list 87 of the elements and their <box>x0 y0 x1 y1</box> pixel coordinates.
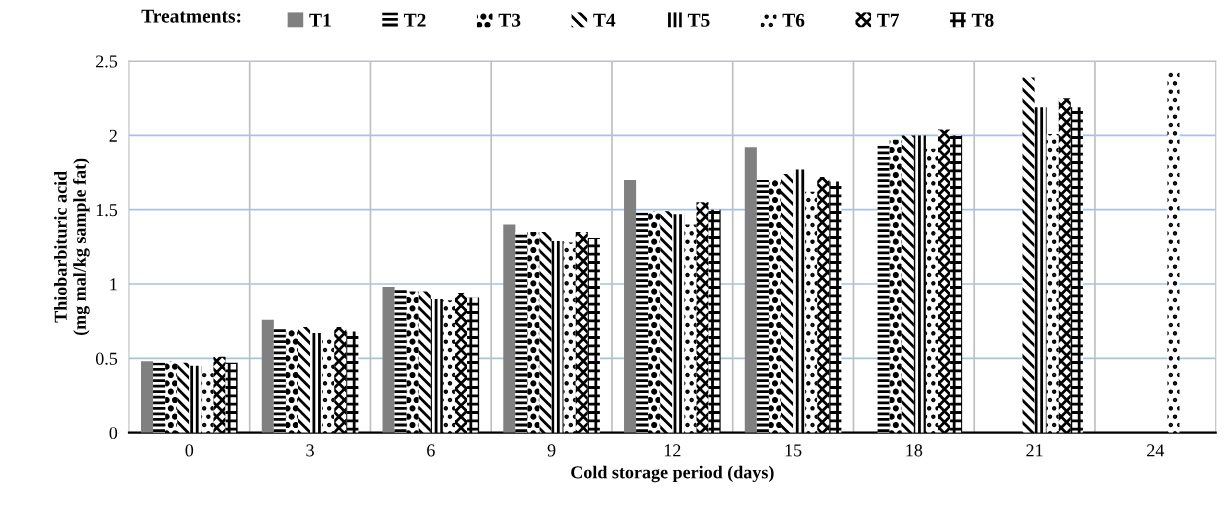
bar <box>660 211 673 433</box>
bar <box>781 174 794 433</box>
legend-label: T7 <box>877 13 900 27</box>
bar <box>165 361 178 433</box>
bar <box>756 179 769 433</box>
bar <box>636 212 649 433</box>
bar <box>285 328 298 433</box>
bar <box>527 232 540 433</box>
bar <box>768 178 782 433</box>
bar <box>937 129 951 433</box>
bar <box>503 224 516 433</box>
bar <box>925 148 938 433</box>
bar <box>672 214 685 433</box>
bar <box>346 331 359 433</box>
legend-label: T6 <box>782 13 805 27</box>
legend-title: Treatments: <box>141 9 241 23</box>
y-tick-label: 1.5 <box>96 204 118 217</box>
legend-label: T8 <box>971 13 994 27</box>
bar <box>297 327 311 433</box>
bar <box>273 328 286 433</box>
bar <box>805 191 818 433</box>
y-tick-label: 1 <box>110 278 117 291</box>
y-axis-title: Thiobarbituric acid (mg mal/kg sample fat) <box>54 158 90 336</box>
bar <box>153 362 166 433</box>
bar <box>394 289 407 433</box>
x-tick-label: 3 <box>306 444 314 457</box>
bar <box>310 333 323 433</box>
bar <box>901 135 914 433</box>
bar <box>467 297 480 433</box>
legend-label: T3 <box>498 13 521 27</box>
x-tick-label: 18 <box>906 444 923 457</box>
bar <box>382 286 395 433</box>
bar <box>575 232 588 433</box>
bar <box>1046 133 1059 433</box>
x-tick-label: 21 <box>1026 444 1043 457</box>
bar <box>1058 98 1071 433</box>
y-tick-label: 0 <box>109 426 118 440</box>
bar <box>563 242 576 433</box>
bar <box>744 147 757 433</box>
bar <box>1034 107 1047 433</box>
bar <box>551 240 564 433</box>
bar <box>539 232 552 433</box>
bar <box>624 179 637 433</box>
bar <box>418 291 431 433</box>
bar <box>829 181 842 433</box>
bar <box>189 365 202 433</box>
bar <box>793 169 806 433</box>
bar <box>587 237 600 433</box>
x-axis-title: Cold storage period (days) <box>571 465 774 483</box>
bar <box>201 373 214 433</box>
bar <box>225 362 238 433</box>
bar <box>430 298 443 433</box>
bar <box>684 224 697 433</box>
bar <box>177 362 190 433</box>
bar <box>696 202 709 433</box>
legend-label: T1 <box>309 13 331 27</box>
bar <box>877 145 890 433</box>
bar <box>1167 71 1180 433</box>
bar <box>648 211 661 433</box>
bar <box>515 232 528 433</box>
y-tick-label: 2.5 <box>96 55 118 68</box>
bar <box>454 292 468 433</box>
bar <box>708 209 721 433</box>
x-tick-label: 9 <box>547 444 556 457</box>
bar <box>322 337 335 433</box>
x-tick-label: 24 <box>1147 444 1165 457</box>
x-tick-label: 0 <box>185 444 194 457</box>
x-tick-label: 6 <box>427 444 435 457</box>
bar <box>1022 77 1035 433</box>
bar <box>213 356 226 433</box>
legend-label: T2 <box>403 13 426 27</box>
bar <box>889 139 902 433</box>
bar <box>1070 107 1083 433</box>
bar <box>442 300 455 433</box>
bar <box>913 135 926 433</box>
y-tick-label: 0.5 <box>95 352 118 365</box>
bar <box>334 327 347 433</box>
bar <box>141 361 154 433</box>
bar <box>817 177 830 433</box>
bar <box>261 319 274 433</box>
legend-label: T4 <box>593 13 616 27</box>
bar <box>406 291 419 433</box>
y-tick-label: 2 <box>109 129 117 142</box>
legend-label: T5 <box>687 13 710 27</box>
x-tick-label: 12 <box>664 444 681 457</box>
x-tick-label: 15 <box>785 444 802 457</box>
bar <box>950 135 963 433</box>
